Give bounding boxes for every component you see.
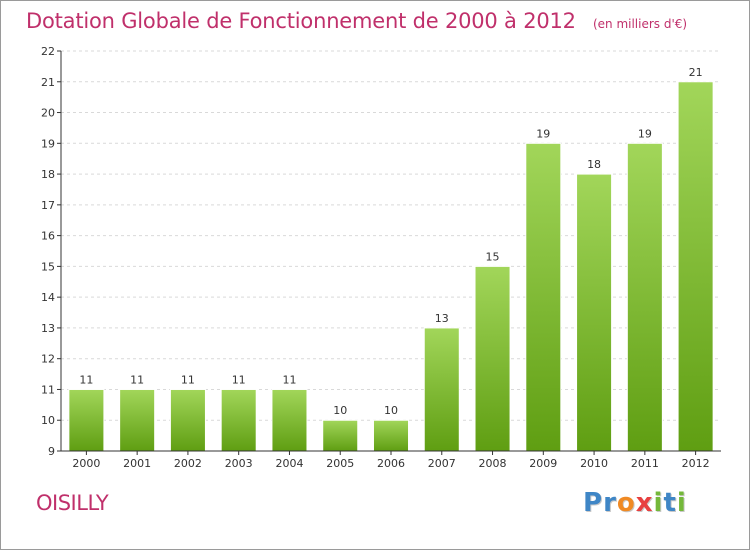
bar [68, 388, 105, 452]
y-tick-label: 17 [41, 199, 55, 212]
x-tick-label: 2004 [275, 457, 303, 470]
data-label: 11 [79, 373, 93, 386]
logo-letter: o [616, 488, 636, 518]
y-tick-label: 13 [41, 322, 55, 335]
x-tick-label: 2010 [580, 457, 608, 470]
bar [119, 388, 156, 452]
logo-letter: r [603, 488, 617, 518]
data-label: 10 [333, 404, 347, 417]
bar [220, 388, 257, 452]
x-tick-label: 2001 [123, 457, 151, 470]
bar [372, 419, 410, 452]
logo-letter: i [653, 488, 664, 518]
y-tick-label: 9 [48, 445, 55, 458]
data-label: 13 [435, 312, 449, 325]
bar [322, 419, 359, 452]
chart-title: Dotation Globale de Fonctionnement de 20… [26, 9, 576, 33]
y-tick-label: 18 [41, 168, 55, 181]
y-tick-label: 14 [41, 291, 55, 304]
x-tick-label: 2009 [529, 457, 557, 470]
bar [626, 142, 663, 452]
bar [271, 388, 308, 452]
y-tick-label: 10 [41, 414, 55, 427]
y-tick-label: 21 [41, 76, 55, 89]
title-block: Dotation Globale de Fonctionnement de 20… [26, 9, 687, 33]
x-tick-label: 2011 [631, 457, 659, 470]
data-label: 11 [181, 373, 195, 386]
bar [525, 142, 562, 452]
x-tick-label: 2002 [174, 457, 202, 470]
data-label: 18 [587, 158, 601, 171]
grid-lines [61, 50, 721, 421]
logo-letter: t [663, 488, 677, 518]
x-tick-label: 2003 [225, 457, 253, 470]
bar [677, 81, 714, 452]
x-tick-label: 2008 [479, 457, 507, 470]
y-tick-label: 19 [41, 137, 55, 150]
data-label: 11 [232, 373, 246, 386]
y-tick-label: 16 [41, 230, 55, 243]
bar [169, 388, 206, 452]
logo-letter: P [583, 488, 604, 518]
data-label: 21 [689, 66, 703, 79]
y-tick-label: 22 [41, 45, 55, 58]
x-tick-label: 2007 [428, 457, 456, 470]
data-label: 19 [638, 127, 652, 140]
data-label: 19 [536, 127, 550, 140]
y-tick-label: 11 [41, 383, 55, 396]
y-tick-label: 20 [41, 107, 55, 120]
data-label: 11 [130, 373, 144, 386]
data-label: 11 [282, 373, 296, 386]
bar [576, 173, 613, 452]
axes: 9 10 11 12 13 14 15 16 17 18 19 20 21 22 2000 2001 2002 2… [41, 45, 721, 470]
x-tick-label: 2000 [72, 457, 100, 470]
logo-letter: x [635, 488, 654, 518]
bar [423, 327, 460, 452]
data-label: 15 [486, 250, 500, 263]
y-tick-label: 15 [41, 260, 55, 273]
bars [68, 81, 714, 452]
y-tick-label: 12 [41, 353, 55, 366]
data-label: 10 [384, 404, 398, 417]
x-tick-label: 2012 [682, 457, 710, 470]
labels: 11 11 11 11 11 10 10 13 15 19 18 19 21 [79, 66, 702, 417]
x-tick-label: 2006 [377, 457, 405, 470]
commune-name: OISILLY [36, 491, 109, 515]
proxiti-logo: Proxiti [583, 488, 687, 518]
bar [474, 265, 511, 452]
logo-letter: i [676, 488, 687, 518]
chart-subtitle: (en milliers d'€) [592, 17, 688, 31]
x-tick-label: 2005 [326, 457, 354, 470]
